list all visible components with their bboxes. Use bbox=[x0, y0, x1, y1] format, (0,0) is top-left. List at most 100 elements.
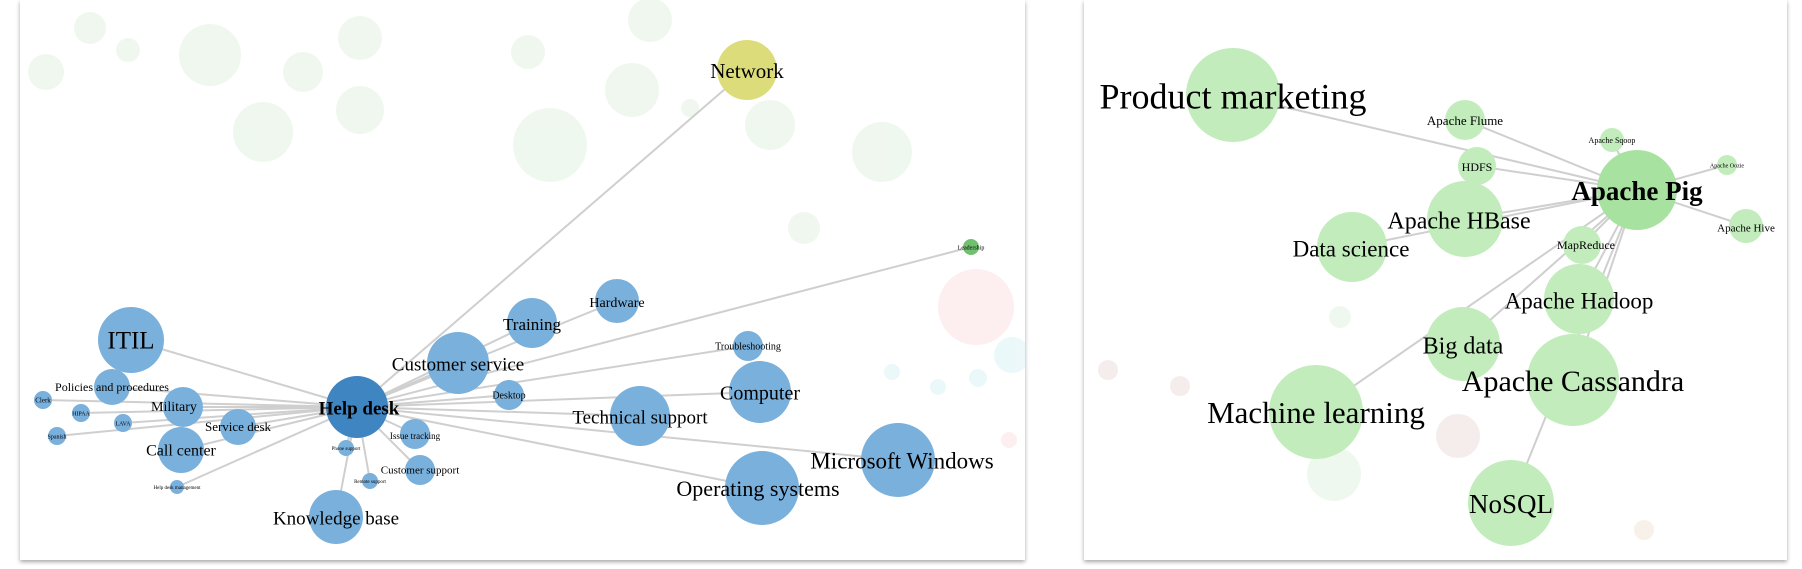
label-apache-sqoop: Apache Sqoop bbox=[1589, 136, 1636, 145]
label-troubleshooting: Troubleshooting bbox=[715, 341, 781, 352]
label-hdfs: HDFS bbox=[1462, 160, 1493, 174]
label-nosql: NoSQL bbox=[1469, 489, 1553, 519]
label-call-center: Call center bbox=[146, 443, 216, 460]
label-issue-tracking: Issue tracking bbox=[390, 431, 441, 441]
label-mapreduce: MapReduce bbox=[1557, 238, 1615, 252]
label-product-marketing: Product marketing bbox=[1100, 76, 1367, 116]
node-call-center[interactable] bbox=[158, 427, 204, 473]
node-lava[interactable] bbox=[114, 414, 132, 432]
node-apache-cassandra[interactable] bbox=[1527, 334, 1619, 426]
background-bubbles bbox=[28, 0, 1025, 448]
node-apache-pig[interactable] bbox=[1597, 150, 1677, 230]
label-service-desk: Service desk bbox=[205, 419, 272, 434]
node-troubleshooting[interactable] bbox=[733, 331, 763, 361]
label-operating-systems: Operating systems bbox=[676, 476, 839, 501]
label-lava: LAVA bbox=[115, 421, 131, 427]
node-apache-flume[interactable] bbox=[1445, 100, 1485, 140]
background-bubbles bbox=[1098, 306, 1654, 540]
edge-troubleshooting bbox=[356, 345, 749, 408]
node-customer-support[interactable] bbox=[405, 455, 435, 485]
edge-spanish bbox=[56, 406, 358, 437]
label-spanish: Spanish bbox=[47, 434, 66, 440]
label-computer: Computer bbox=[720, 383, 800, 405]
label-itil: ITIL bbox=[107, 328, 154, 355]
node-itil[interactable] bbox=[98, 307, 164, 373]
node-machine-learning[interactable] bbox=[1269, 365, 1363, 459]
node-apache-sqoop[interactable] bbox=[1600, 128, 1624, 152]
node-leadership[interactable] bbox=[963, 239, 979, 255]
node-remote-support[interactable] bbox=[362, 473, 378, 489]
label-apache-hbase: Apache HBase bbox=[1387, 209, 1530, 235]
apache-pig-labels: Product marketing Apache Flume Apache Sq… bbox=[1100, 76, 1775, 519]
label-apache-hive: Apache Hive bbox=[1717, 223, 1775, 235]
node-hardware[interactable] bbox=[595, 279, 639, 323]
node-military[interactable] bbox=[163, 387, 203, 427]
node-desktop[interactable] bbox=[494, 380, 524, 410]
help-desk-nodes bbox=[34, 40, 979, 544]
node-knowledge-base[interactable] bbox=[309, 490, 363, 544]
node-big-data[interactable] bbox=[1426, 307, 1500, 381]
edge-itil bbox=[130, 339, 358, 408]
apache-pig-graph-panel: Product marketing Apache Flume Apache Sq… bbox=[1084, 0, 1787, 560]
help-desk-labels: Network Leadership ITIL Policies and pro… bbox=[35, 59, 993, 530]
node-technical-support[interactable] bbox=[610, 386, 670, 446]
label-apache-flume: Apache Flume bbox=[1427, 113, 1503, 128]
node-help-desk-management[interactable] bbox=[170, 480, 184, 494]
node-help-desk[interactable] bbox=[326, 376, 388, 438]
label-hipaa: HIPAA bbox=[72, 411, 90, 417]
node-hipaa[interactable] bbox=[72, 404, 90, 422]
node-issue-tracking[interactable] bbox=[400, 419, 430, 449]
label-hardware: Hardware bbox=[589, 296, 644, 311]
label-remote-support: Remote support bbox=[354, 480, 386, 485]
edge-help-desk-management bbox=[176, 406, 358, 488]
node-nosql[interactable] bbox=[1468, 460, 1554, 546]
node-operating-systems[interactable] bbox=[725, 451, 799, 525]
label-training: Training bbox=[503, 315, 561, 334]
node-product-marketing[interactable] bbox=[1186, 48, 1280, 142]
label-apache-pig: Apache Pig bbox=[1571, 176, 1703, 206]
node-apache-hive[interactable] bbox=[1729, 209, 1763, 243]
node-data-science[interactable] bbox=[1317, 212, 1387, 282]
node-training[interactable] bbox=[507, 298, 557, 348]
label-network: Network bbox=[710, 59, 784, 83]
node-spanish[interactable] bbox=[48, 427, 66, 445]
node-network[interactable] bbox=[717, 40, 777, 100]
edge-operating-systems bbox=[356, 406, 763, 489]
node-apache-hadoop[interactable] bbox=[1544, 264, 1614, 334]
edge-computer bbox=[356, 391, 761, 408]
node-computer[interactable] bbox=[729, 361, 791, 423]
label-leadership: Leadership bbox=[958, 245, 985, 251]
label-knowledge-base: Knowledge base bbox=[273, 508, 399, 529]
label-apache-oozie: Apache Oozie bbox=[1710, 163, 1744, 169]
apache-pig-graph: Product marketing Apache Flume Apache Sq… bbox=[1098, 48, 1775, 546]
label-customer-service: Customer service bbox=[392, 354, 524, 375]
node-hdfs[interactable] bbox=[1458, 147, 1496, 185]
node-service-desk[interactable] bbox=[220, 409, 256, 445]
node-apache-hbase[interactable] bbox=[1427, 181, 1503, 257]
node-customer-service[interactable] bbox=[427, 332, 489, 394]
label-big-data: Big data bbox=[1423, 334, 1504, 360]
help-desk-graph: Network Leadership ITIL Policies and pro… bbox=[28, 0, 1025, 544]
apache-pig-nodes bbox=[1186, 48, 1763, 546]
label-desktop: Desktop bbox=[492, 390, 525, 401]
label-phone-support: Phone support bbox=[332, 447, 361, 452]
label-help-desk: Help desk bbox=[319, 398, 400, 419]
node-microsoft-windows[interactable] bbox=[861, 423, 935, 497]
node-clerk[interactable] bbox=[34, 391, 52, 409]
edge-product-marketing bbox=[1232, 94, 1638, 191]
label-data-science: Data science bbox=[1293, 236, 1410, 261]
label-microsoft-windows: Microsoft Windows bbox=[810, 448, 993, 473]
label-policies-and-procedures: Policies and procedures bbox=[55, 380, 169, 394]
edge-technical-support bbox=[356, 406, 641, 417]
label-help-desk-management: Help desk management bbox=[154, 486, 202, 491]
edge-policies-and-procedures bbox=[111, 386, 358, 408]
node-apache-oozie[interactable] bbox=[1717, 155, 1737, 175]
node-phone-support[interactable] bbox=[338, 440, 354, 456]
node-mapreduce[interactable] bbox=[1563, 226, 1601, 264]
label-technical-support: Technical support bbox=[572, 407, 708, 428]
node-policies-and-procedures[interactable] bbox=[94, 369, 130, 405]
label-clerk: Clerk bbox=[35, 397, 51, 405]
edge-network bbox=[356, 69, 748, 408]
label-apache-hadoop: Apache Hadoop bbox=[1505, 288, 1654, 313]
help-desk-graph-panel: Network Leadership ITIL Policies and pro… bbox=[20, 0, 1025, 560]
